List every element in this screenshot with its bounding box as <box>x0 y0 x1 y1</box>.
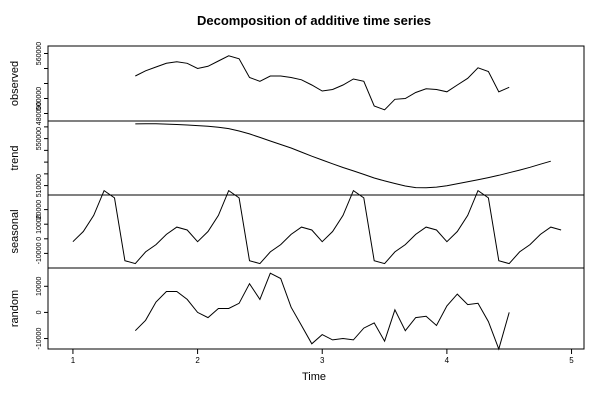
y-tick-label: 0 <box>36 237 43 241</box>
x-tick-label: 3 <box>320 356 325 365</box>
y-tick-label: 480000 <box>36 102 43 125</box>
y-tick-label: 510000 <box>36 174 43 197</box>
panel-trend: 510000 550000 trend <box>9 120 585 197</box>
panel-label-random: random <box>9 290 21 327</box>
y-tick-label: -10000 <box>36 242 43 264</box>
panel-frame <box>47 194 585 269</box>
y-tick-label: 10000 <box>36 276 43 296</box>
panel-label-seasonal: seasonal <box>9 209 21 253</box>
panel-label-trend: trend <box>9 145 21 170</box>
panel-label-observed: observed <box>9 61 21 106</box>
series-line-trend <box>135 123 551 189</box>
series-line-seasonal <box>72 189 562 265</box>
y-tick-label: 0 <box>36 310 43 314</box>
y-tick-label: 550000 <box>36 127 43 150</box>
y-tick-label: 500000 <box>36 87 43 110</box>
y-tick-label: 20000 <box>36 200 43 220</box>
x-tick-label: 5 <box>569 356 574 365</box>
y-tick-label: -10000 <box>36 328 43 350</box>
x-tick-label: 2 <box>195 356 200 365</box>
panel-frame <box>47 45 585 122</box>
series-line-random <box>134 272 510 351</box>
x-tick-label: 1 <box>71 356 76 365</box>
chart-title: Decomposition of additive time series <box>197 13 431 28</box>
panel-random: -10000 0 10000 random <box>9 267 585 351</box>
x-tick-label: 4 <box>445 356 450 365</box>
x-axis: 1 2 3 4 5 <box>71 349 574 365</box>
x-axis-label: Time <box>302 371 326 383</box>
y-tick-label: 560000 <box>36 42 43 65</box>
panel-frame <box>47 267 585 350</box>
y-tick-label: 10000 <box>36 214 43 234</box>
series-line-observed <box>135 55 510 111</box>
